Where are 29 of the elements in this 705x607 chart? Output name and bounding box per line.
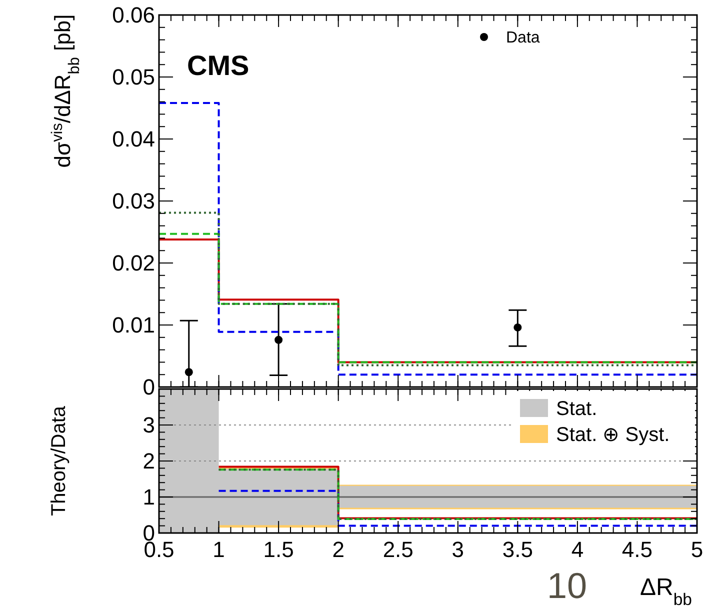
point xyxy=(184,368,193,376)
x-tick-label: 4 xyxy=(571,537,584,562)
x-tick-label: 3 xyxy=(452,537,464,562)
y-tick-label: 0.02 xyxy=(112,250,155,276)
text: 10 xyxy=(546,565,587,606)
legend-label: Data xyxy=(506,30,540,47)
point xyxy=(514,323,522,332)
x-tick-label: 1 xyxy=(212,537,225,562)
x-tick-label: 2 xyxy=(332,537,344,562)
x-axis-title: ΔR$_{bb}$ xyxy=(640,574,692,607)
y-tick-label: 0.05 xyxy=(112,64,155,90)
x-tick-label: 3.5 xyxy=(502,537,533,562)
x-tick-label: 5 xyxy=(690,537,704,562)
y-tick-label: 0.01 xyxy=(112,312,155,338)
y-tick-label: 0 xyxy=(142,374,155,400)
legend-label: Stat. ⊕ Syst. xyxy=(556,424,670,446)
x-tick-label: 2.5 xyxy=(382,537,414,562)
legend-label: Stat. xyxy=(556,398,598,420)
y-tick-label: 2 xyxy=(142,448,155,474)
y-tick-label: 1 xyxy=(142,484,155,510)
y-tick-label: 0.04 xyxy=(112,126,155,152)
point xyxy=(274,336,283,344)
x-tick-label: 4.5 xyxy=(622,537,653,562)
y-tick-label: 0.06 xyxy=(112,2,155,28)
annotation: CMS xyxy=(187,50,250,81)
y-tick-label: 3 xyxy=(142,412,155,438)
y-axis-title: Theory/Data xyxy=(48,405,70,516)
x-tick-label: 1.5 xyxy=(263,537,294,562)
y-tick-label: 0.03 xyxy=(112,188,155,214)
